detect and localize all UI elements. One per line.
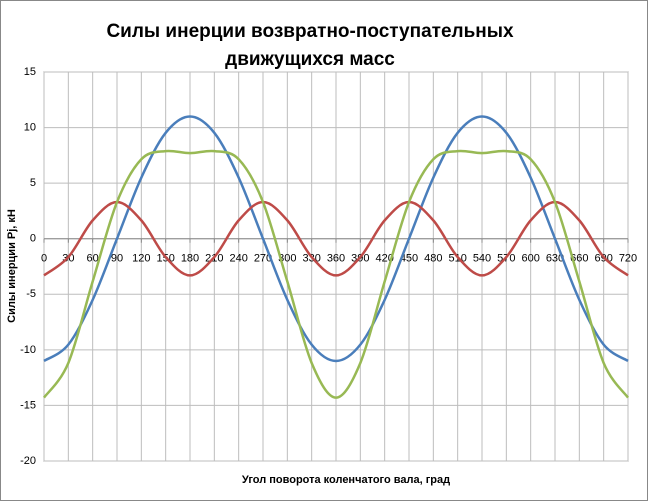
y-tick-label: 10 — [24, 121, 36, 133]
x-tick-label: 120 — [132, 253, 150, 265]
series-line — [43, 115, 629, 363]
chart-title: движущихся масс — [225, 49, 395, 70]
x-tick-label: 0 — [41, 253, 47, 265]
y-tick-label: -20 — [20, 455, 36, 467]
x-tick-label: 180 — [181, 253, 199, 265]
y-tick-label: 15 — [24, 66, 36, 78]
x-tick-label: 540 — [473, 253, 491, 265]
x-tick-label: 630 — [546, 253, 564, 265]
chart-title: Силы инерции возвратно-поступательных — [106, 21, 514, 42]
y-tick-label: -15 — [20, 399, 36, 411]
x-tick-label: 240 — [229, 253, 247, 265]
y-axis-label: Силы инерции Pj, кН — [6, 209, 18, 323]
series-line — [43, 200, 629, 277]
series-line — [42, 149, 630, 399]
x-tick-label: 60 — [87, 253, 99, 265]
y-tick-label: 5 — [30, 177, 36, 189]
x-tick-label: 720 — [619, 253, 637, 265]
x-tick-label: 450 — [400, 253, 418, 265]
x-tick-label: 90 — [111, 253, 123, 265]
x-tick-label: 480 — [424, 253, 442, 265]
x-tick-label: 600 — [521, 253, 539, 265]
y-tick-label: 0 — [30, 233, 36, 245]
x-tick-label: 270 — [254, 253, 272, 265]
y-tick-label: -5 — [26, 288, 36, 300]
x-axis-label: Угол поворота коленчатого вала, град — [242, 474, 450, 486]
y-tick-label: -10 — [20, 344, 36, 356]
x-tick-label: 360 — [327, 253, 345, 265]
